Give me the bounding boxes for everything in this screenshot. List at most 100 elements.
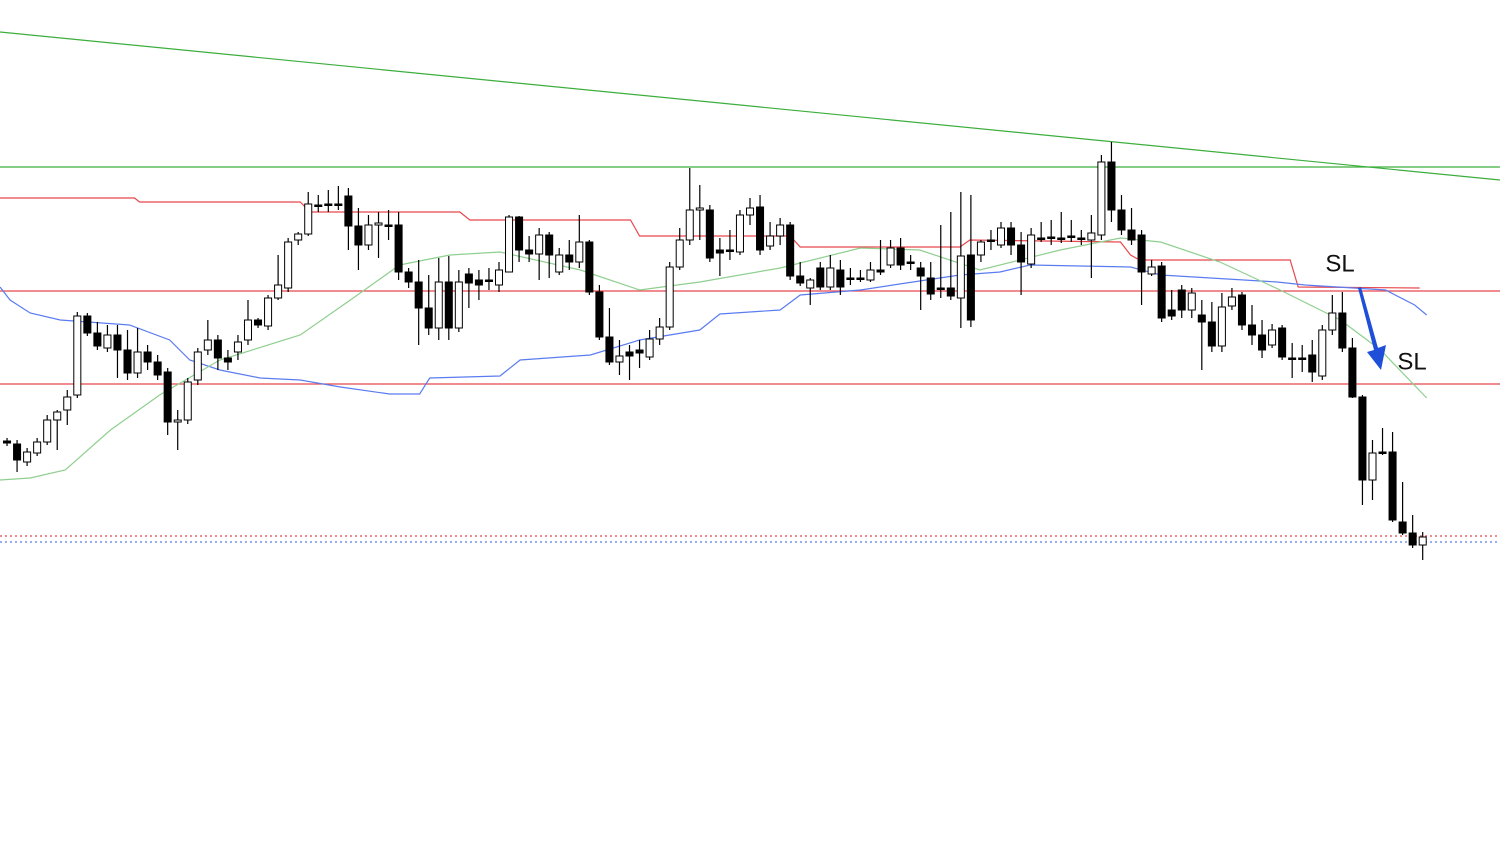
candle-body bbox=[515, 216, 524, 251]
candle-body bbox=[866, 269, 875, 281]
candle-body bbox=[1117, 209, 1126, 231]
candle-body bbox=[1298, 357, 1307, 360]
candle-body bbox=[133, 351, 142, 374]
candle-body bbox=[494, 269, 504, 286]
candle-body bbox=[374, 222, 383, 226]
candle-body bbox=[304, 203, 313, 235]
annotation: SL bbox=[1325, 250, 1354, 277]
candle-body bbox=[886, 247, 895, 266]
candle-body bbox=[776, 224, 785, 237]
candle-body bbox=[384, 224, 393, 227]
candle-body bbox=[896, 247, 905, 266]
candle-body bbox=[846, 277, 855, 280]
candle-body bbox=[1388, 451, 1397, 521]
candle-body bbox=[745, 207, 755, 216]
candle-body bbox=[334, 203, 343, 206]
candle-body bbox=[655, 326, 664, 340]
candle-body bbox=[695, 207, 704, 211]
candle-body bbox=[796, 275, 805, 284]
candle-body bbox=[1057, 237, 1066, 240]
candle-body bbox=[1007, 227, 1016, 246]
candle-body bbox=[1237, 294, 1246, 326]
candle-body bbox=[404, 271, 413, 283]
candle-body bbox=[103, 334, 112, 349]
indicator-line bbox=[0, 31, 1500, 181]
candle-body bbox=[23, 451, 32, 463]
candle-body bbox=[916, 267, 925, 277]
candle-body bbox=[1107, 161, 1116, 211]
candle-body bbox=[735, 214, 744, 253]
candle-body bbox=[525, 249, 534, 255]
candle-body bbox=[545, 234, 554, 256]
candle-body bbox=[996, 227, 1006, 246]
candle-body bbox=[625, 351, 634, 357]
candle-body bbox=[575, 241, 584, 263]
candle-body bbox=[936, 287, 945, 290]
candle-body bbox=[173, 419, 182, 423]
candle-body bbox=[906, 261, 915, 264]
candle-body bbox=[756, 206, 765, 251]
candle-body bbox=[83, 315, 92, 334]
candle-body bbox=[93, 332, 102, 347]
candle-body bbox=[1157, 265, 1166, 319]
candle-body bbox=[1268, 329, 1277, 346]
candle-body bbox=[163, 371, 172, 423]
candle-body bbox=[1087, 232, 1096, 241]
candle-body bbox=[434, 281, 443, 329]
candle-body bbox=[3, 440, 12, 444]
candle-body bbox=[966, 254, 975, 321]
candle-body bbox=[424, 307, 433, 329]
candle-body bbox=[63, 396, 72, 411]
candle-body bbox=[1308, 354, 1317, 373]
candle-body bbox=[645, 338, 654, 358]
candle-body bbox=[946, 287, 955, 297]
candle-body bbox=[143, 351, 152, 363]
candle-body bbox=[354, 225, 363, 246]
candle-body bbox=[314, 204, 323, 207]
candle-body bbox=[13, 443, 22, 461]
candle-body bbox=[1027, 234, 1036, 265]
candle-body bbox=[715, 249, 724, 254]
candle-body bbox=[595, 291, 604, 338]
candle-body bbox=[665, 266, 674, 328]
candle-body bbox=[806, 279, 815, 289]
candle-body bbox=[1288, 357, 1297, 360]
candle-body bbox=[535, 234, 544, 255]
candle-body bbox=[123, 349, 132, 374]
candle-body bbox=[414, 281, 423, 309]
candle-body bbox=[1147, 266, 1156, 275]
candle-body bbox=[1207, 321, 1216, 347]
candle-body bbox=[1037, 237, 1046, 240]
candle-body bbox=[1197, 314, 1206, 323]
candle-body bbox=[1368, 452, 1377, 481]
candle-body bbox=[705, 209, 714, 259]
candle-body bbox=[364, 224, 373, 246]
candle-body bbox=[1177, 289, 1186, 311]
candle-body bbox=[1338, 312, 1347, 349]
candle-body bbox=[444, 281, 453, 329]
candle-body bbox=[876, 269, 885, 273]
candle-body bbox=[725, 249, 734, 252]
indicator-line bbox=[0, 237, 1428, 481]
annotation: SL bbox=[1397, 348, 1426, 375]
candle-body bbox=[1047, 236, 1056, 239]
candle-body bbox=[274, 284, 283, 299]
candle-body bbox=[1217, 306, 1226, 347]
candle-body bbox=[1097, 161, 1106, 236]
candle-body bbox=[766, 235, 775, 247]
candle-body bbox=[836, 269, 845, 288]
candle-body bbox=[1067, 235, 1076, 238]
candle-body bbox=[454, 281, 463, 329]
candle-body bbox=[284, 241, 293, 289]
candle-body bbox=[1408, 532, 1417, 546]
candle-body bbox=[1278, 327, 1287, 358]
candle-body bbox=[43, 419, 52, 443]
candle-body bbox=[1378, 451, 1387, 454]
candle-body bbox=[153, 361, 162, 376]
candle-body bbox=[1227, 296, 1236, 307]
candle-body bbox=[1398, 521, 1407, 534]
candle-body bbox=[53, 411, 62, 421]
candle-body bbox=[464, 273, 473, 284]
candle-body bbox=[113, 334, 122, 351]
